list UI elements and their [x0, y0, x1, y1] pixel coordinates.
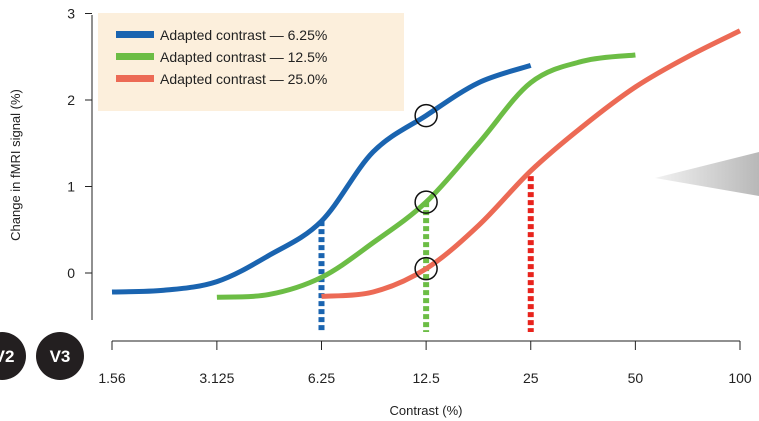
circled-points	[414, 103, 438, 281]
x-tick-label: 12.5	[412, 370, 439, 386]
series-line-1	[111, 63, 532, 295]
badge-v3-circle	[36, 332, 84, 380]
series-lines	[111, 28, 742, 300]
legend-swatch-1	[116, 31, 154, 38]
badge-v2-label: V2	[0, 347, 14, 366]
x-tick-label: 1.56	[98, 370, 125, 386]
y-tick-label: 2	[67, 92, 75, 108]
legend-background	[98, 13, 404, 111]
series-line-3	[321, 28, 742, 299]
y-tick-label: 1	[67, 179, 75, 195]
legend-swatch-2	[116, 53, 154, 60]
circled-point-3	[414, 256, 438, 281]
legend-label-2: Adapted contrast — 12.5%	[160, 49, 327, 65]
legend: Adapted contrast — 6.25% Adapted contrast…	[98, 13, 404, 111]
series-line-2	[216, 52, 636, 300]
x-tick-label: 3.125	[199, 370, 234, 386]
x-tick-label: 50	[628, 370, 644, 386]
y-tick-label: 3	[67, 6, 75, 22]
legend-label-1: Adapted contrast — 6.25%	[160, 27, 327, 43]
circled-point-1	[414, 103, 438, 128]
x-tick-label: 6.25	[308, 370, 335, 386]
area-badges: V2 V3	[0, 332, 84, 380]
callout-wedge	[655, 152, 759, 196]
x-tick-label: 25	[523, 370, 539, 386]
x-axis: 1.56 3.125 6.25 12.5 25 50 100 Contrast (%)	[98, 340, 752, 418]
x-tick-label: 100	[728, 370, 752, 386]
legend-label-3: Adapted contrast — 25.0%	[160, 71, 327, 87]
y-axis-title: Change in fMRI signal (%)	[8, 89, 23, 241]
badge-v3-label: V3	[50, 347, 71, 366]
badge-v2-circle	[0, 332, 26, 380]
y-axis: 0 1 2 3 Change in fMRI signal (%)	[8, 6, 93, 320]
x-axis-title: Contrast (%)	[390, 403, 463, 418]
legend-swatch-3	[116, 75, 154, 82]
circled-point-2	[414, 190, 438, 214]
y-tick-label: 0	[67, 265, 75, 281]
